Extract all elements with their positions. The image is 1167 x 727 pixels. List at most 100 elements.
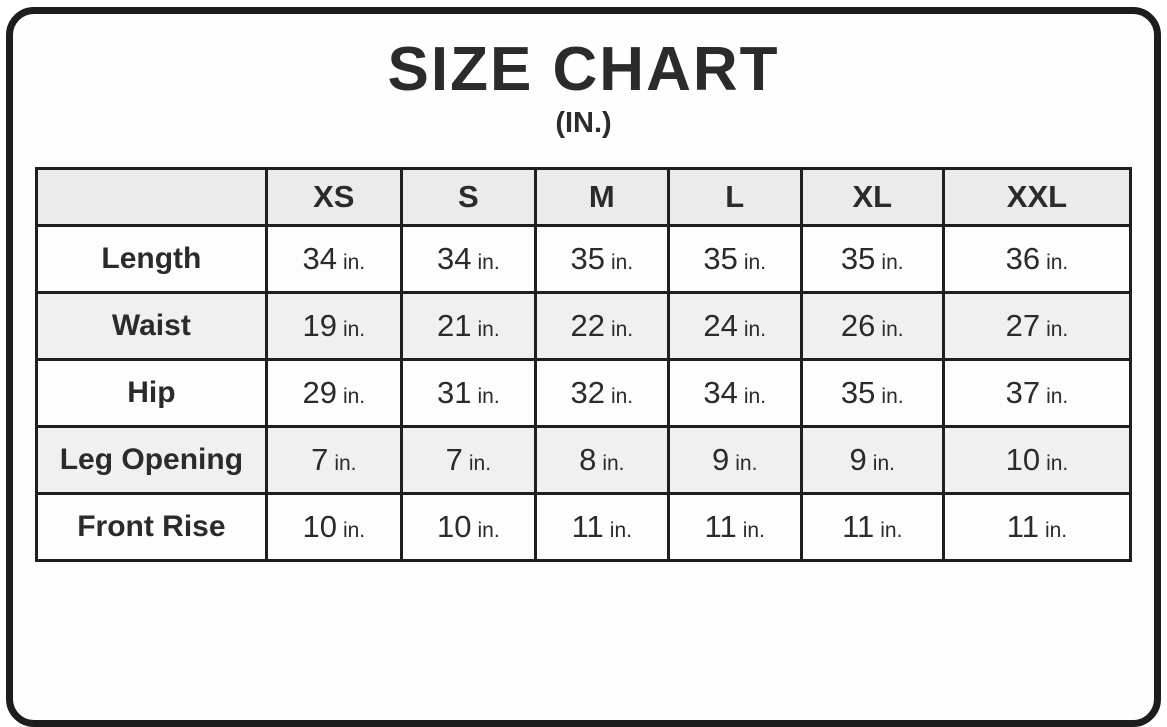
size-value: 26 [840,308,876,343]
size-chart-card: SIZE CHART (IN.) XS S M L XL XXL Length 34 in. 3… [6,7,1161,727]
size-cell: 11 in. [941,492,1133,562]
size-value: 37 [1005,375,1041,410]
size-value: 9 [849,442,867,477]
size-value: 19 [302,308,337,343]
size-cell: 19 in. [264,291,403,361]
size-cell: 26 in. [799,291,945,361]
size-cell: 11 in. [533,492,670,562]
size-cell: 36 in. [941,224,1133,294]
size-value: 11 [704,509,737,544]
size-value: 34 [302,241,337,276]
size-cell: 24 in. [666,291,803,361]
size-value: 10 [1005,442,1041,477]
unit-suffix: in. [477,385,500,408]
size-value: 27 [1005,308,1041,343]
size-cell: 10 in. [264,492,403,562]
column-header-l: L [666,167,803,227]
size-table-header: XS S M L XL XXL [35,167,1133,227]
size-table-body: Length 34 in. 34 in. 35 in. 35 in. 35 in. 36 in. Wais… [35,224,1133,562]
size-cell: 21 in. [399,291,537,361]
unit-suffix: in. [881,318,904,341]
corner-cell [35,167,268,227]
size-value: 34 [437,241,472,276]
unit-suffix: in. [881,251,904,274]
size-cell: 10 in. [399,492,537,562]
size-cell: 27 in. [941,291,1133,361]
unit-suffix: in. [872,452,895,475]
size-table: XS S M L XL XXL Length 34 in. 34 in. 35 in. 35 in. 35 i… [35,167,1133,562]
size-value: 24 [703,308,738,343]
size-cell: 10 in. [941,425,1133,495]
size-cell: 11 in. [799,492,945,562]
unit-suffix: in. [1046,385,1069,408]
column-header-xl: XL [799,167,945,227]
size-value: 11 [1006,509,1039,544]
table-row-leg-opening: Leg Opening 7 in. 7 in. 8 in. 9 in. 9 in. 10 in. [35,425,1133,495]
unit-suffix: in. [610,385,634,408]
table-row-length: Length 34 in. 34 in. 35 in. 35 in. 35 in. 36 in. [35,224,1133,294]
unit-suffix: in. [334,452,357,475]
unit-suffix: in. [743,251,767,274]
unit-suffix: in. [880,519,903,542]
size-value: 35 [840,241,876,276]
unit-suffix: in. [342,385,366,408]
unit-suffix: in. [743,318,767,341]
unit-suffix: in. [1044,519,1068,542]
size-value: 22 [570,308,605,343]
size-cell: 35 in. [799,358,945,428]
size-cell: 34 in. [666,358,803,428]
size-value: 29 [302,375,337,410]
unit-suffix: in. [610,251,634,274]
size-cell: 37 in. [941,358,1133,428]
unit-suffix: in. [477,318,500,341]
page-title: SIZE CHART [387,35,780,104]
unit-suffix: in. [609,519,632,542]
row-label: Leg Opening [35,425,268,495]
row-label: Length [35,224,268,294]
unit-suffix: in. [743,385,767,408]
size-cell: 7 in. [399,425,537,495]
unit-suffix: in. [881,385,904,408]
size-value: 31 [437,375,472,410]
size-value: 32 [570,375,605,410]
size-value: 11 [571,509,604,544]
size-cell: 32 in. [533,358,670,428]
size-value: 10 [437,509,472,544]
unit-suffix: in. [468,452,492,475]
unit-suffix: in. [342,519,366,542]
size-cell: 35 in. [533,224,670,294]
size-value: 36 [1005,241,1041,276]
unit-suffix: in. [342,251,366,274]
unit-suffix: in. [610,318,634,341]
size-value: 35 [703,241,738,276]
size-value: 7 [311,442,329,477]
header-row: XS S M L XL XXL [35,167,1133,227]
size-cell: 9 in. [666,425,803,495]
size-cell: 31 in. [399,358,537,428]
size-value: 8 [579,442,597,477]
size-cell: 34 in. [264,224,403,294]
unit-suffix: in. [735,452,758,475]
unit-suffix: in. [1046,452,1069,475]
unit-suffix: in. [342,318,366,341]
size-value: 21 [437,308,472,343]
column-header-s: S [399,167,537,227]
unit-suffix: in. [477,251,500,274]
size-value: 35 [570,241,605,276]
row-label: Hip [35,358,268,428]
unit-suffix: in. [602,452,625,475]
size-cell: 9 in. [799,425,945,495]
size-value: 35 [840,375,876,410]
size-cell: 29 in. [264,358,403,428]
size-value: 11 [842,509,875,544]
size-value: 9 [711,442,730,477]
unit-subtitle: (IN.) [555,107,612,139]
column-header-xxl: XXL [941,167,1133,227]
unit-suffix: in. [1046,318,1069,341]
size-cell: 35 in. [666,224,803,294]
row-label: Front Rise [35,492,268,562]
unit-suffix: in. [477,519,500,542]
column-header-xs: XS [264,167,403,227]
table-row-hip: Hip 29 in. 31 in. 32 in. 34 in. 35 in. 37 in. [35,358,1133,428]
size-value: 10 [302,509,337,544]
